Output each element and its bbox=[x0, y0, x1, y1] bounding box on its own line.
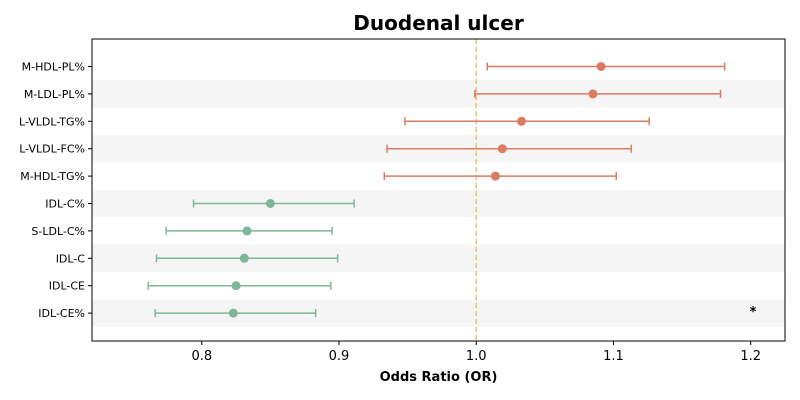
x-tick-label: 0.9 bbox=[329, 349, 350, 364]
y-tick-label: IDL-CE bbox=[49, 280, 85, 293]
y-tick-label: S-LDL-C% bbox=[31, 225, 85, 238]
x-tick-label: 1.1 bbox=[603, 349, 624, 364]
annotations: * bbox=[750, 305, 757, 320]
y-tick-label: M-HDL-TG% bbox=[20, 170, 85, 183]
or-point bbox=[242, 226, 252, 236]
x-tick-label: 1.2 bbox=[740, 349, 761, 364]
or-point bbox=[490, 171, 500, 181]
or-point bbox=[497, 144, 507, 154]
y-tick-label: L-VLDL-TG% bbox=[19, 115, 85, 128]
or-point bbox=[517, 116, 527, 126]
x-tick-label: 1.0 bbox=[466, 349, 487, 364]
y-tick-label: IDL-CE% bbox=[38, 307, 85, 320]
x-axis: 0.8 0.9 1.0 1.1 1.2 bbox=[191, 341, 761, 364]
y-tick-label: M-HDL-PL% bbox=[22, 61, 85, 74]
plot-frame bbox=[91, 38, 786, 342]
x-axis-label: Odds Ratio (OR) bbox=[380, 370, 498, 385]
chart-title: Duodenal ulcer bbox=[353, 11, 524, 35]
or-point bbox=[588, 89, 598, 99]
x-tick-label: 0.8 bbox=[191, 349, 212, 364]
significance-annotation: * bbox=[750, 305, 757, 320]
or-point bbox=[596, 62, 606, 71]
y-tick-label: IDL-C% bbox=[45, 198, 85, 211]
or-point bbox=[265, 199, 275, 208]
y-tick-label: IDL-C bbox=[56, 252, 86, 265]
or-point bbox=[239, 253, 249, 263]
or-point bbox=[231, 281, 241, 291]
error-bars bbox=[147, 62, 726, 318]
y-tick-label: L-VLDL-FC% bbox=[19, 143, 85, 156]
y-tick-label: M-LDL-PL% bbox=[24, 88, 85, 101]
or-point bbox=[228, 308, 238, 318]
y-axis: M-HDL-PL% M-LDL-PL% L-VLDL-TG% L-VLDL-FC% M-… bbox=[19, 61, 92, 320]
